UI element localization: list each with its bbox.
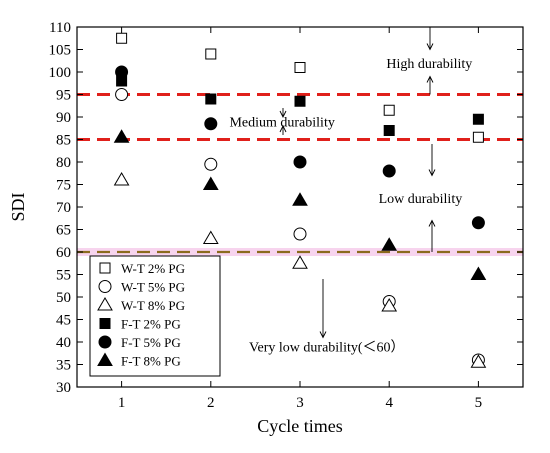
legend-box bbox=[89, 255, 221, 377]
legend-label: W-T 8% PG bbox=[121, 298, 185, 313]
legend-marker bbox=[99, 318, 111, 329]
data-point bbox=[381, 237, 398, 251]
y-tick-label: 95 bbox=[56, 88, 71, 104]
data-point bbox=[381, 298, 398, 312]
data-point bbox=[204, 117, 218, 131]
data-point bbox=[116, 32, 128, 44]
data-point bbox=[293, 227, 307, 241]
x-tick-label: 5 bbox=[475, 395, 483, 411]
data-point bbox=[115, 65, 129, 79]
x-tick-label: 4 bbox=[385, 395, 393, 411]
annotation-label: High durability bbox=[386, 57, 472, 72]
arrow-very-low-down-head bbox=[319, 331, 327, 339]
arrow-medium-up-head bbox=[279, 124, 287, 133]
y-axis-title: SDI bbox=[8, 192, 28, 221]
arrow-high-down-head bbox=[426, 43, 434, 51]
y-tick-label: 45 bbox=[56, 313, 71, 329]
legend-label: W-T 2% PG bbox=[121, 261, 185, 276]
data-point bbox=[205, 48, 217, 60]
annotation-label: Medium durability bbox=[229, 116, 334, 131]
data-point bbox=[202, 176, 219, 190]
data-point bbox=[294, 95, 306, 107]
data-point bbox=[113, 172, 130, 186]
data-point bbox=[383, 104, 395, 116]
y-tick-label: 80 bbox=[56, 155, 71, 171]
x-axis-title: Cycle times bbox=[257, 416, 342, 436]
legend-marker bbox=[99, 262, 111, 274]
data-point bbox=[204, 157, 218, 171]
annotations-layer: High durability Medium durability Low dura… bbox=[229, 57, 472, 356]
legend-marker bbox=[97, 352, 113, 366]
y-tick-label: 40 bbox=[56, 335, 71, 351]
y-tick-label: 55 bbox=[56, 268, 71, 284]
legend: W-T 2% PG W-T 5% PG W-T 8% PG F-T 2% PG F-T … bbox=[89, 255, 221, 377]
y-tick-label: 30 bbox=[56, 380, 71, 396]
data-point bbox=[292, 255, 308, 269]
y-tick-label: 75 bbox=[56, 178, 71, 194]
data-point bbox=[113, 129, 130, 143]
y-tick-label: 90 bbox=[56, 110, 71, 126]
data-point bbox=[472, 113, 484, 125]
data-point bbox=[294, 62, 306, 73]
data-point bbox=[205, 93, 217, 105]
data-point bbox=[383, 125, 395, 136]
x-tick-label: 2 bbox=[207, 395, 215, 411]
x-tick-label: 3 bbox=[296, 395, 304, 411]
annotation-label: Low durability bbox=[379, 192, 463, 207]
legend-label: F-T 2% PG bbox=[121, 317, 181, 332]
legend-label: F-T 5% PG bbox=[121, 335, 181, 350]
annotation-arrows-layer bbox=[279, 27, 436, 339]
data-point bbox=[115, 88, 129, 101]
y-tick-label: 35 bbox=[56, 358, 71, 374]
arrow-low-down-head bbox=[428, 169, 436, 177]
arrow-low-up-head bbox=[428, 219, 436, 227]
legend-label: W-T 5% PG bbox=[121, 280, 185, 295]
x-tick-label: 1 bbox=[118, 395, 126, 411]
arrow-high-up-head bbox=[426, 75, 434, 83]
y-tick-label: 110 bbox=[49, 20, 71, 36]
data-point bbox=[382, 164, 396, 178]
reference-lines-layer bbox=[77, 93, 523, 254]
y-tick-label: 105 bbox=[49, 43, 72, 59]
legend-marker bbox=[98, 280, 112, 293]
legend-marker bbox=[97, 297, 113, 311]
legend-label: F-T 8% PG bbox=[121, 354, 181, 369]
legend-marker bbox=[98, 335, 112, 349]
data-point bbox=[202, 230, 219, 244]
data-point bbox=[292, 192, 308, 206]
data-markers-layer bbox=[113, 32, 487, 368]
data-point bbox=[472, 131, 484, 143]
y-tick-label: 100 bbox=[49, 65, 72, 81]
data-point bbox=[470, 354, 487, 368]
y-tick-label: 60 bbox=[56, 245, 71, 261]
y-tick-label: 85 bbox=[56, 133, 71, 149]
annotation-label: Very low durability(＜60） bbox=[249, 340, 405, 356]
y-tick-label: 50 bbox=[56, 290, 71, 306]
y-tick-label: 65 bbox=[56, 223, 71, 239]
data-point bbox=[293, 155, 307, 169]
arrow-medium-down-head bbox=[279, 110, 287, 119]
y-tick-label: 70 bbox=[56, 200, 71, 216]
data-point bbox=[471, 216, 485, 230]
data-point bbox=[470, 266, 487, 280]
